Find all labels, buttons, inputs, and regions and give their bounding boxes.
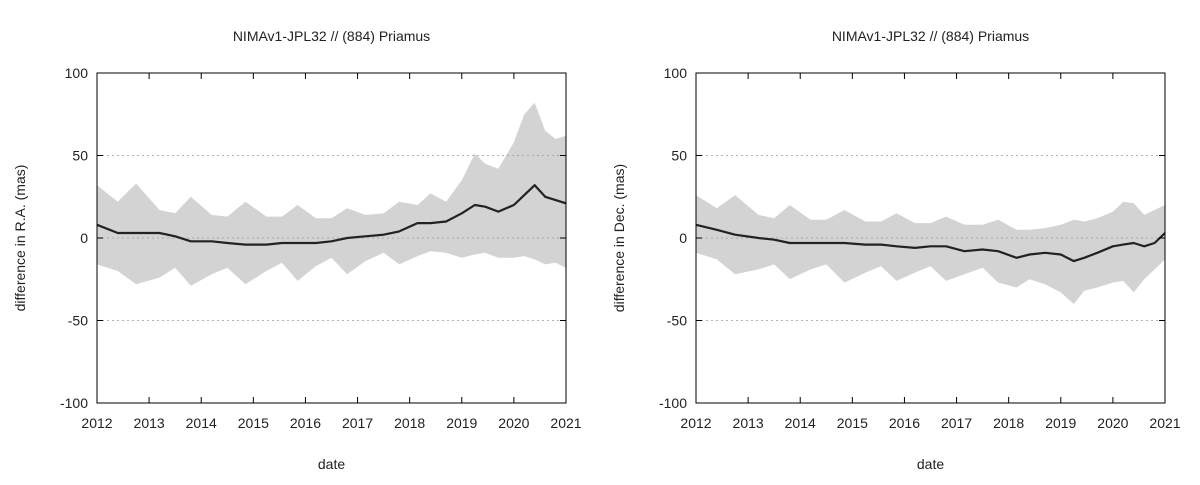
chart-2-difference-line: [695, 223, 1166, 263]
chart-1-x-tick-label: 2014: [186, 415, 217, 431]
chart-2-title: NIMAv1-JPL32 // (884) Priamus: [832, 28, 1029, 44]
chart-2-y-tick-label: 50: [671, 148, 687, 164]
chart-2-uncertainty-band: [696, 195, 1165, 304]
chart-2-x-tick-label: 2018: [993, 415, 1024, 431]
chart-1-group: 2012 2013 2014 2015 2016 2017 2018 2019 2020 2021…: [12, 28, 582, 472]
chart-1-x-tick-label: 2017: [342, 415, 373, 431]
chart-1-x-tick-label: 2013: [134, 415, 165, 431]
chart-1-difference-line: [96, 184, 567, 246]
chart-1-x-tick-label: 2012: [81, 415, 112, 431]
chart-1-uncertainty-band: [97, 102, 566, 286]
chart-1-y-tick-label: -50: [68, 313, 88, 329]
chart-2-y-tick-label: 100: [664, 65, 688, 81]
chart-1-x-tick-label: 2019: [446, 415, 477, 431]
chart-2-y-axis-label: difference in Dec. (mas): [611, 164, 627, 312]
chart-1-x-tick-label: 2015: [238, 415, 269, 431]
chart-2-x-tick-label: 2014: [785, 415, 816, 431]
chart-1-x-tick-label: 2021: [550, 415, 581, 431]
chart-2-x-tick-label: 2017: [941, 415, 972, 431]
chart-1-y-tick-label: 100: [65, 65, 89, 81]
chart-1-x-tick-label: 2018: [394, 415, 425, 431]
chart-1-title: NIMAv1-JPL32 // (884) Priamus: [233, 28, 430, 44]
chart-1-y-tick-label: 0: [80, 230, 88, 246]
chart-1-y-tick-label: 50: [72, 148, 88, 164]
chart-2-x-tick-label: 2015: [837, 415, 868, 431]
chart-2-x-tick-label: 2016: [889, 415, 920, 431]
chart-2-x-tick-label: 2019: [1045, 415, 1076, 431]
chart-2-y-tick-label: 0: [679, 230, 687, 246]
chart-2-x-tick-label: 2012: [680, 415, 711, 431]
chart-1-x-axis-label: date: [318, 456, 345, 472]
chart-2-y-tick-label: -50: [667, 313, 687, 329]
chart-2-group: 2012 2013 2014 2015 2016 2017 2018 2019 2020 2021…: [611, 28, 1181, 472]
chart-2-x-tick-label: 2021: [1149, 415, 1180, 431]
chart-1-x-tick-label: 2016: [290, 415, 321, 431]
chart-1-x-tick-label: 2020: [498, 415, 529, 431]
chart-1-y-tick-label: -100: [60, 395, 88, 411]
chart-2-x-tick-label: 2020: [1097, 415, 1128, 431]
chart-2-x-axis-label: date: [917, 456, 944, 472]
chart-2-x-tick-label: 2013: [733, 415, 764, 431]
chart-2-y-tick-label: -100: [659, 395, 687, 411]
chart-1-y-axis-label: difference in R.A. (mas): [12, 165, 28, 312]
